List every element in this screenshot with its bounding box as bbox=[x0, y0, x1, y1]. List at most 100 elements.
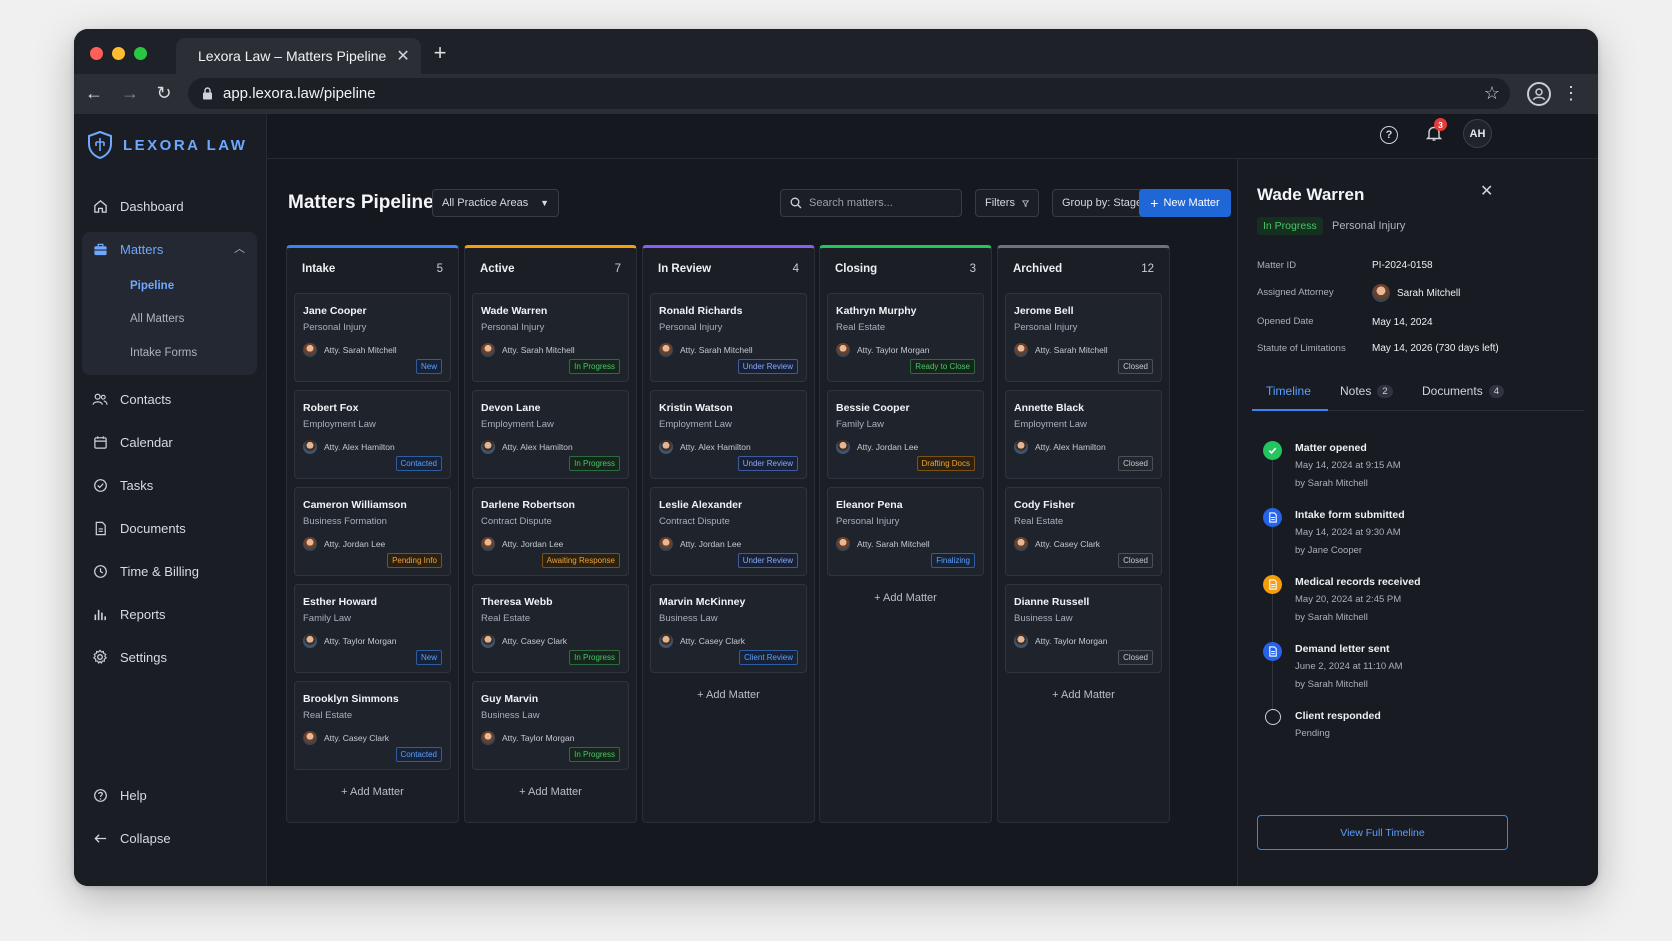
add-matter-button[interactable]: + Add Matter bbox=[519, 786, 582, 798]
new-tab-button[interactable]: + bbox=[433, 40, 447, 65]
chevron-down-icon: ▼ bbox=[540, 198, 549, 208]
column-header: In Review 4 bbox=[658, 263, 799, 275]
column-title: Closing bbox=[835, 263, 878, 275]
plus-icon: + bbox=[519, 786, 529, 798]
card-client-name: Kathryn Murphy bbox=[836, 305, 917, 317]
matter-card[interactable]: Cody Fisher Real Estate Atty. Casey Clark C… bbox=[1005, 487, 1162, 576]
field-value-attorney[interactable]: Sarah Mitchell bbox=[1372, 284, 1460, 302]
status-badge: Contacted bbox=[395, 747, 442, 762]
sidebar-item-label: Matters bbox=[120, 241, 164, 257]
sidebar-subitem-all-matters[interactable]: All Matters bbox=[130, 313, 185, 325]
filters-button[interactable]: Filters bbox=[975, 189, 1039, 217]
forward-arrow-icon[interactable]: → bbox=[121, 83, 139, 103]
attorney-avatar bbox=[659, 343, 673, 357]
reload-icon[interactable]: ↻ bbox=[156, 83, 172, 103]
tab-documents[interactable]: Documents 4 bbox=[1422, 384, 1504, 398]
bookmark-star-icon[interactable]: ☆ bbox=[1483, 83, 1500, 103]
gear-icon bbox=[92, 649, 108, 665]
card-client-name: Brooklyn Simmons bbox=[303, 693, 399, 705]
matter-card[interactable]: Kathryn Murphy Real Estate Atty. Taylor Mo… bbox=[827, 293, 984, 382]
card-client-name: Ronald Richards bbox=[659, 305, 743, 317]
sidebar-item-label: Documents bbox=[120, 520, 186, 536]
matter-card[interactable]: Kristin Watson Employment Law Atty. Alex H… bbox=[650, 390, 807, 479]
matter-card[interactable]: Esther Howard Family Law Atty. Taylor Morg… bbox=[294, 584, 451, 673]
sidebar-item-tasks[interactable]: Tasks bbox=[82, 468, 257, 502]
brand-logo[interactable]: LEXORA LAW bbox=[87, 130, 247, 160]
status-badge: Closed bbox=[1118, 456, 1153, 471]
add-matter-button[interactable]: + Add Matter bbox=[1052, 689, 1115, 701]
matter-card[interactable]: Marvin McKinney Business Law Atty. Casey C… bbox=[650, 584, 807, 673]
matter-card[interactable]: Robert Fox Employment Law Atty. Alex Hamil… bbox=[294, 390, 451, 479]
maximize-window-button[interactable] bbox=[134, 47, 147, 60]
matter-card[interactable]: Jerome Bell Personal Injury Atty. Sarah Mi… bbox=[1005, 293, 1162, 382]
url-field[interactable]: app.lexora.law/pipeline ☆ bbox=[188, 78, 1510, 109]
matter-card[interactable]: Eleanor Pena Personal Injury Atty. Sarah M… bbox=[827, 487, 984, 576]
sidebar-item-time-billing[interactable]: Time & Billing bbox=[82, 554, 257, 588]
card-practice-area: Employment Law bbox=[1014, 419, 1087, 430]
group-by-dropdown[interactable]: Group by: Stage ▼ bbox=[1052, 189, 1184, 217]
filter-icon bbox=[1021, 200, 1029, 207]
card-client-name: Darlene Robertson bbox=[481, 499, 575, 511]
tab-title: Lexora Law – Matters Pipeline bbox=[198, 48, 387, 64]
card-practice-area: Business Law bbox=[659, 613, 718, 624]
close-tab-icon[interactable]: ✕ bbox=[396, 48, 410, 65]
browser-profile-icon[interactable] bbox=[1527, 82, 1551, 106]
sidebar-item-documents[interactable]: Documents bbox=[82, 511, 257, 545]
card-client-name: Esther Howard bbox=[303, 596, 378, 608]
chevron-up-icon[interactable]: ︿ bbox=[234, 243, 245, 255]
tab-notes[interactable]: Notes 2 bbox=[1340, 384, 1393, 398]
matter-card[interactable]: Leslie Alexander Contract Dispute Atty. Jo… bbox=[650, 487, 807, 576]
sidebar-item-help[interactable]: Help bbox=[82, 778, 257, 812]
add-matter-button[interactable]: + Add Matter bbox=[697, 689, 760, 701]
minimize-window-button[interactable] bbox=[112, 47, 125, 60]
browser-tab[interactable]: Lexora Law – Matters Pipeline ✕ bbox=[176, 38, 421, 74]
add-matter-button[interactable]: + Add Matter bbox=[341, 786, 404, 798]
practice-area-dropdown[interactable]: All Practice Areas ▼ bbox=[432, 189, 559, 217]
close-panel-icon[interactable]: ✕ bbox=[1480, 183, 1494, 200]
matter-card[interactable]: Jane Cooper Personal Injury Atty. Sarah Mi… bbox=[294, 293, 451, 382]
sidebar-collapse-button[interactable]: Collapse bbox=[82, 821, 257, 855]
close-window-button[interactable] bbox=[90, 47, 103, 60]
matter-card[interactable]: Bessie Cooper Family Law Atty. Jordan Lee D… bbox=[827, 390, 984, 479]
view-full-timeline-button[interactable]: View Full Timeline bbox=[1257, 815, 1508, 850]
sidebar-item-matters[interactable]: Matters ︿ bbox=[82, 232, 257, 266]
user-avatar[interactable]: AH bbox=[1463, 119, 1492, 148]
column-header: Closing 3 bbox=[835, 263, 976, 275]
plus-icon: + bbox=[341, 786, 351, 798]
add-matter-button[interactable]: + Add Matter bbox=[874, 592, 937, 604]
matter-card[interactable]: Brooklyn Simmons Real Estate Atty. Casey C… bbox=[294, 681, 451, 770]
search-input[interactable]: Search matters... bbox=[780, 189, 962, 217]
sidebar-item-calendar[interactable]: Calendar bbox=[82, 425, 257, 459]
matter-card[interactable]: Ronald Richards Personal Injury Atty. Sara… bbox=[650, 293, 807, 382]
matter-card[interactable]: Annette Black Employment Law Atty. Alex Ha… bbox=[1005, 390, 1162, 479]
card-client-name: Devon Lane bbox=[481, 402, 541, 414]
status-badge: Closed bbox=[1118, 650, 1153, 665]
sidebar-subitem-pipeline[interactable]: Pipeline bbox=[130, 280, 175, 292]
field-value-matter-id: PI-2024-0158 bbox=[1372, 260, 1433, 271]
sidebar-item-reports[interactable]: Reports bbox=[82, 597, 257, 631]
matter-card[interactable]: Darlene Robertson Contract Dispute Atty. J… bbox=[472, 487, 629, 576]
sidebar-item-contacts[interactable]: Contacts bbox=[82, 382, 257, 416]
card-attorney: Atty. Jordan Lee bbox=[659, 537, 741, 551]
matter-card[interactable]: Wade Warren Personal Injury Atty. Sarah Mi… bbox=[472, 293, 629, 382]
column-title: Active bbox=[480, 263, 515, 275]
new-matter-button[interactable]: + New Matter bbox=[1139, 189, 1231, 217]
matter-status-badge: In Progress bbox=[1257, 217, 1323, 235]
card-practice-area: Business Formation bbox=[303, 516, 387, 527]
help-icon[interactable]: ? bbox=[1380, 126, 1398, 144]
sidebar-item-settings[interactable]: Settings bbox=[82, 640, 257, 674]
check-circle-icon bbox=[92, 477, 108, 493]
tab-timeline[interactable]: Timeline bbox=[1266, 384, 1311, 398]
matter-card[interactable]: Cameron Williamson Business Formation Atty… bbox=[294, 487, 451, 576]
back-arrow-icon[interactable]: ← bbox=[85, 83, 103, 103]
sidebar-item-dashboard[interactable]: Dashboard bbox=[82, 189, 257, 223]
matter-card[interactable]: Theresa Webb Real Estate Atty. Casey Clark… bbox=[472, 584, 629, 673]
status-badge: Closed bbox=[1118, 359, 1153, 374]
status-badge: Pending Info bbox=[387, 553, 442, 568]
matter-card[interactable]: Devon Lane Employment Law Atty. Alex Hamil… bbox=[472, 390, 629, 479]
matter-card[interactable]: Dianne Russell Business Law Atty. Taylor M… bbox=[1005, 584, 1162, 673]
sidebar-subitem-intake-forms[interactable]: Intake Forms bbox=[130, 347, 198, 359]
matter-card[interactable]: Guy Marvin Business Law Atty. Taylor Morga… bbox=[472, 681, 629, 770]
browser-menu-icon[interactable]: ⋮ bbox=[1562, 83, 1580, 103]
card-client-name: Dianne Russell bbox=[1014, 596, 1090, 608]
